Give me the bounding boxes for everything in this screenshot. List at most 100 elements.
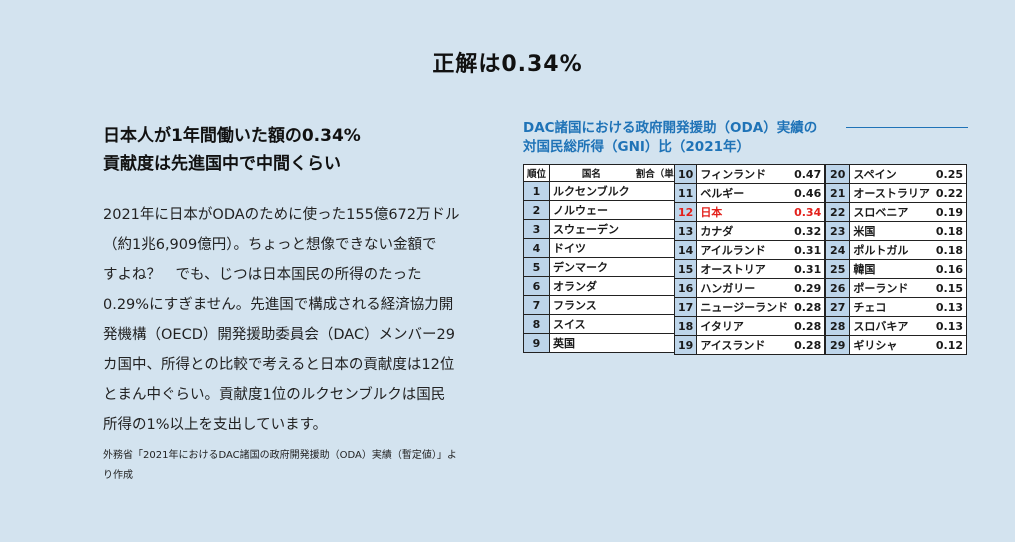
rank-cell: 27	[824, 297, 851, 317]
rank-cell: 11	[673, 183, 698, 203]
country-cell: オーストリア	[696, 259, 792, 279]
table-title-line: DAC諸国における政府開発援助（ODA）実績の	[523, 120, 818, 136]
rank-cell: 6	[522, 276, 551, 296]
value-cell: 0.13	[932, 316, 967, 336]
answer-heading: 正解は0.34%	[432, 52, 583, 77]
value-cell: 0.34	[791, 202, 826, 222]
table-row: 13 カナダ 0.32	[673, 221, 826, 241]
headline-line: 貢献度は先進国中で中間くらい	[103, 154, 341, 174]
rank-cell: 15	[673, 259, 698, 279]
rank-cell: 3	[522, 219, 551, 239]
value-cell: 0.12	[932, 335, 967, 355]
rank-cell: 4	[522, 238, 551, 258]
country-cell: フィンランド	[696, 164, 792, 184]
table-row: 27 チェコ 0.13	[824, 297, 967, 317]
rank-cell: 10	[673, 164, 698, 184]
value-cell: 0.28	[791, 316, 826, 336]
header-rank: 順位	[522, 164, 551, 182]
country-cell: チェコ	[849, 297, 933, 317]
rank-cell: 29	[824, 335, 851, 355]
country-cell: ルクセンブルク	[549, 181, 633, 201]
ranking-table-3: 20 スペイン 0.25 21 オーストラリア 0.22 22 スロベニア 0.19 23 米国 0.…	[824, 164, 967, 355]
body-line: とまん中ぐらい。貢献度1位のルクセンブルクは国民	[103, 387, 446, 403]
value-cell: 0.25	[932, 164, 967, 184]
country-cell: スイス	[549, 314, 633, 334]
country-cell: ハンガリー	[696, 278, 792, 298]
table-row: 17 ニュージーランド 0.28	[673, 297, 826, 317]
value-cell: 0.18	[932, 240, 967, 260]
value-cell: 0.31	[791, 240, 826, 260]
rank-cell: 8	[522, 314, 551, 334]
table-row: 18 イタリア 0.28	[673, 316, 826, 336]
source-line: 外務省「2021年におけるDAC諸国の政府開発援助（ODA）実績（暫定値）」よ	[103, 450, 457, 461]
value-cell: 0.19	[932, 202, 967, 222]
source-note: 外務省「2021年におけるDAC諸国の政府開発援助（ODA）実績（暫定値）」よ …	[103, 446, 503, 486]
header-country: 国名	[549, 164, 633, 182]
rank-cell: 22	[824, 202, 851, 222]
rank-cell: 1	[522, 181, 551, 201]
table-row: 29 ギリシャ 0.12	[824, 335, 967, 355]
table-title: DAC諸国における政府開発援助（ODA）実績の 対国民総所得（GNI）比（202…	[523, 119, 968, 157]
table-row: 25 韓国 0.16	[824, 259, 967, 279]
body-line: すよね？ でも、じつは日本国民の所得のたった	[103, 267, 422, 283]
headline-line: 日本人が1年間働いた額の0.34%	[103, 126, 361, 146]
rank-cell: 12	[673, 202, 698, 222]
table-row: 21 オーストラリア 0.22	[824, 183, 967, 203]
rank-cell: 16	[673, 278, 698, 298]
body-line: 発機構（OECD）開発援助委員会（DAC）メンバー29	[103, 327, 456, 343]
table-row: 16 ハンガリー 0.29	[673, 278, 826, 298]
country-cell: オランダ	[549, 276, 633, 296]
country-cell: スペイン	[849, 164, 933, 184]
table-row: 11 ベルギー 0.46	[673, 183, 826, 203]
table-row: 19 アイスランド 0.28	[673, 335, 826, 355]
country-cell: スウェーデン	[549, 219, 633, 239]
article-headline: 日本人が1年間働いた額の0.34% 貢献度は先進国中で中間くらい	[103, 122, 503, 178]
country-cell: 英国	[549, 333, 633, 353]
table-row: 20 スペイン 0.25	[824, 164, 967, 184]
ranking-panel: DAC諸国における政府開発援助（ODA）実績の 対国民総所得（GNI）比（202…	[522, 119, 968, 355]
rank-cell: 2	[522, 200, 551, 220]
value-cell: 0.16	[932, 259, 967, 279]
ranking-table-2: 10 フィンランド 0.47 11 ベルギー 0.46 12 日本 0.34 13 カナダ 0.32 1…	[673, 164, 826, 355]
table-row: 26 ポーランド 0.15	[824, 278, 967, 298]
body-line: 所得の1%以上を支出しています。	[103, 417, 328, 433]
table-row: 23 米国 0.18	[824, 221, 967, 241]
table-row: 10 フィンランド 0.47	[673, 164, 826, 184]
value-cell: 0.18	[932, 221, 967, 241]
country-cell: ノルウェー	[549, 200, 633, 220]
rank-cell: 25	[824, 259, 851, 279]
country-cell: イタリア	[696, 316, 792, 336]
value-cell: 0.46	[791, 183, 826, 203]
rank-cell: 21	[824, 183, 851, 203]
country-cell: ポーランド	[849, 278, 933, 298]
value-cell: 0.28	[791, 335, 826, 355]
value-cell: 0.22	[932, 183, 967, 203]
value-cell: 0.15	[932, 278, 967, 298]
value-cell: 0.31	[791, 259, 826, 279]
rank-cell: 24	[824, 240, 851, 260]
rank-cell: 18	[673, 316, 698, 336]
rank-cell: 20	[824, 164, 851, 184]
table-row: 15 オーストリア 0.31	[673, 259, 826, 279]
country-cell: ドイツ	[549, 238, 633, 258]
country-cell: カナダ	[696, 221, 792, 241]
country-cell: ニュージーランド	[696, 297, 792, 317]
country-cell: ギリシャ	[849, 335, 933, 355]
article-column: 日本人が1年間働いた額の0.34% 貢献度は先進国中で中間くらい 2021年に日…	[103, 122, 503, 486]
rank-cell: 23	[824, 221, 851, 241]
value-cell: 0.47	[791, 164, 826, 184]
value-cell: 0.29	[791, 278, 826, 298]
rank-cell: 5	[522, 257, 551, 277]
rank-cell: 14	[673, 240, 698, 260]
country-cell: ベルギー	[696, 183, 792, 203]
value-cell: 0.32	[791, 221, 826, 241]
table-row: 12 日本 0.34	[673, 202, 826, 222]
body-line: カ国中、所得との比較で考えると日本の貢献度は12位	[103, 357, 455, 373]
country-cell: アイルランド	[696, 240, 792, 260]
rank-cell: 26	[824, 278, 851, 298]
table-title-line: 対国民総所得（GNI）比（2021年）	[523, 139, 750, 155]
body-line: 2021年に日本がODAのために使った155億672万ドル	[103, 207, 460, 223]
country-cell: 韓国	[849, 259, 933, 279]
rank-cell: 9	[522, 333, 551, 353]
country-cell: フランス	[549, 295, 633, 315]
